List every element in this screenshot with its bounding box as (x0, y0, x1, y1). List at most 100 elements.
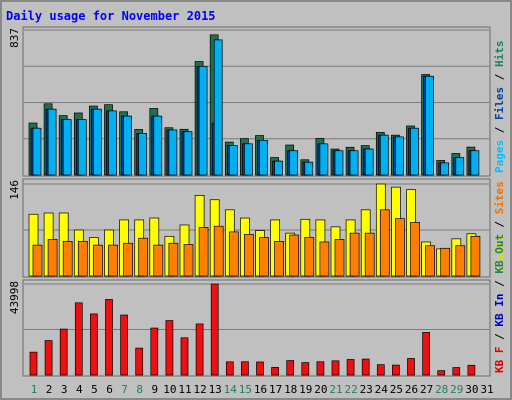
x-tick-label: 21 (329, 383, 342, 396)
x-tick-label: 28 (435, 383, 448, 396)
bar-hits-pages-day-2 (47, 108, 57, 176)
bar-visits-sites-day-17 (274, 240, 284, 277)
chart-panels: 837 Pages / Files / Hits 146 Visits / Sites… (8, 26, 506, 377)
bar-hits-pages-day-1 (32, 127, 42, 176)
bar-kbytes-kb-f-day-4 (74, 302, 83, 376)
x-tick-label: 29 (450, 383, 463, 396)
bar-hits-pages-day-21 (334, 150, 344, 176)
legend-label: Pages (493, 140, 506, 173)
bar-visits-sites-day-10 (168, 242, 179, 277)
bar-visits-sites-day-29 (455, 245, 466, 277)
bar-hits-pages-day-8 (138, 133, 148, 176)
x-tick-label: 27 (420, 383, 433, 396)
bar-visits-sites-day-16 (259, 237, 269, 277)
bar-hits-pages-day-23 (364, 148, 374, 176)
bar-kbytes-kb-f-day-21 (331, 360, 340, 376)
bar-visits-sites-day-28 (440, 247, 451, 277)
bar-hits-pages-day-6 (108, 110, 117, 176)
axis-max-label-visits: 146 (8, 180, 21, 200)
bar-kbytes-kb-f-day-28 (437, 370, 446, 376)
x-tick-label: 23 (360, 383, 373, 396)
x-tick-label: 19 (299, 383, 312, 396)
bar-visits-sites-day-9 (153, 244, 164, 277)
bar-kbytes-kb-f-day-26 (407, 358, 415, 376)
bar-visits-sites-day-30 (470, 235, 481, 277)
bar-visits-sites-day-4 (77, 240, 88, 277)
legend-label: KB In (493, 294, 506, 327)
bar-hits-pages-day-24 (379, 134, 389, 176)
bar-visits-sites-day-6 (108, 244, 118, 277)
bar-kbytes-kb-f-day-30 (467, 364, 476, 376)
bar-hits-pages-day-9 (153, 115, 163, 176)
bar-visits-sites-day-5 (93, 244, 103, 277)
bar-hits-pages-day-11 (183, 131, 193, 176)
bar-visits-sites-day-11 (183, 244, 194, 277)
x-tick-label: 6 (106, 383, 113, 396)
x-tick-label: 17 (269, 383, 282, 396)
bar-hits-pages-day-13 (213, 39, 223, 176)
bar-visits-sites-day-15 (244, 234, 254, 277)
bar-visits-sites-day-24 (379, 209, 390, 277)
bar-kbytes-kb-f-day-6 (105, 299, 113, 376)
x-tick-label: 16 (254, 383, 267, 396)
bar-kbytes-kb-f-day-16 (256, 361, 264, 376)
bar-visits-sites-day-18 (289, 234, 300, 277)
legend-label: Visits (493, 234, 506, 274)
bar-hits-pages-day-26 (410, 127, 419, 176)
x-tick-label: 24 (375, 383, 389, 396)
bar-kbytes-kb-f-day-12 (195, 323, 204, 376)
bar-hits-pages-day-7 (123, 115, 132, 176)
bar-kbytes-kb-f-day-2 (44, 340, 53, 376)
x-tick-label: 30 (465, 383, 478, 396)
bar-hits-pages-day-16 (259, 140, 268, 176)
bar-hits-pages-day-28 (440, 162, 450, 176)
axis-max-label-hits: 837 (8, 28, 21, 48)
bar-visits-sites-day-13 (213, 225, 224, 277)
bar-kbytes-kb-f-day-23 (361, 358, 370, 376)
bar-visits-sites-day-8 (138, 237, 149, 277)
bar-visits-sites-day-19 (304, 237, 315, 277)
bar-hits-pages-day-30 (470, 150, 480, 176)
bar-hits-pages-day-29 (455, 157, 465, 176)
x-tick-label: 31 (480, 383, 493, 396)
legend-kbytes: KB F / KB In / KB Out (493, 234, 506, 373)
x-tick-label: 9 (151, 383, 158, 396)
x-tick-label: 1 (31, 383, 38, 396)
bar-kbytes-kb-f-day-17 (271, 366, 279, 376)
bar-kbytes-kb-f-day-27 (422, 332, 430, 376)
bar-hits-pages-day-5 (93, 108, 102, 176)
x-tick-label: 13 (209, 383, 222, 396)
x-tick-label: 25 (390, 383, 403, 396)
x-tick-label: 20 (314, 383, 327, 396)
bar-visits-sites-day-3 (62, 240, 73, 277)
bar-kbytes-kb-f-day-3 (59, 328, 68, 376)
bar-visits-sites-day-26 (410, 222, 420, 277)
x-tick-label: 12 (193, 383, 206, 396)
bar-kbytes-kb-f-day-11 (180, 337, 189, 376)
bar-kbytes-kb-f-day-5 (90, 313, 98, 376)
legend-hits: Pages / Files / Hits (493, 41, 506, 174)
bar-kbytes-kb-f-day-18 (286, 360, 295, 376)
legend-label: KB F (493, 347, 506, 374)
bar-kbytes-kb-f-day-15 (241, 361, 249, 376)
chart-title: Daily usage for November 2015 (6, 9, 216, 23)
bar-hits-pages-day-4 (77, 119, 87, 176)
x-tick-label: 14 (224, 383, 238, 396)
bar-hits-pages-day-15 (244, 143, 253, 176)
legend-label: / (493, 214, 506, 234)
bar-visits-sites-day-1 (32, 244, 43, 277)
bar-kbytes-kb-f-day-14 (225, 361, 234, 376)
x-tick-label: 10 (163, 383, 176, 396)
bar-visits-sites-day-21 (334, 239, 345, 277)
bar-hits-pages-day-10 (168, 129, 178, 176)
x-tick-label: 18 (284, 383, 297, 396)
x-tick-label: 4 (76, 383, 83, 396)
panel-kbytes: 43998 KB F / KB In / KB Out (8, 234, 506, 377)
bar-visits-sites-day-25 (395, 218, 405, 277)
bar-visits-sites-day-7 (123, 242, 133, 277)
panel-hits: 837 Pages / Files / Hits (8, 26, 506, 177)
x-tick-label: 7 (121, 383, 128, 396)
legend-visits: Visits / Sites (493, 181, 506, 274)
bar-kbytes-kb-f-day-8 (135, 347, 144, 376)
